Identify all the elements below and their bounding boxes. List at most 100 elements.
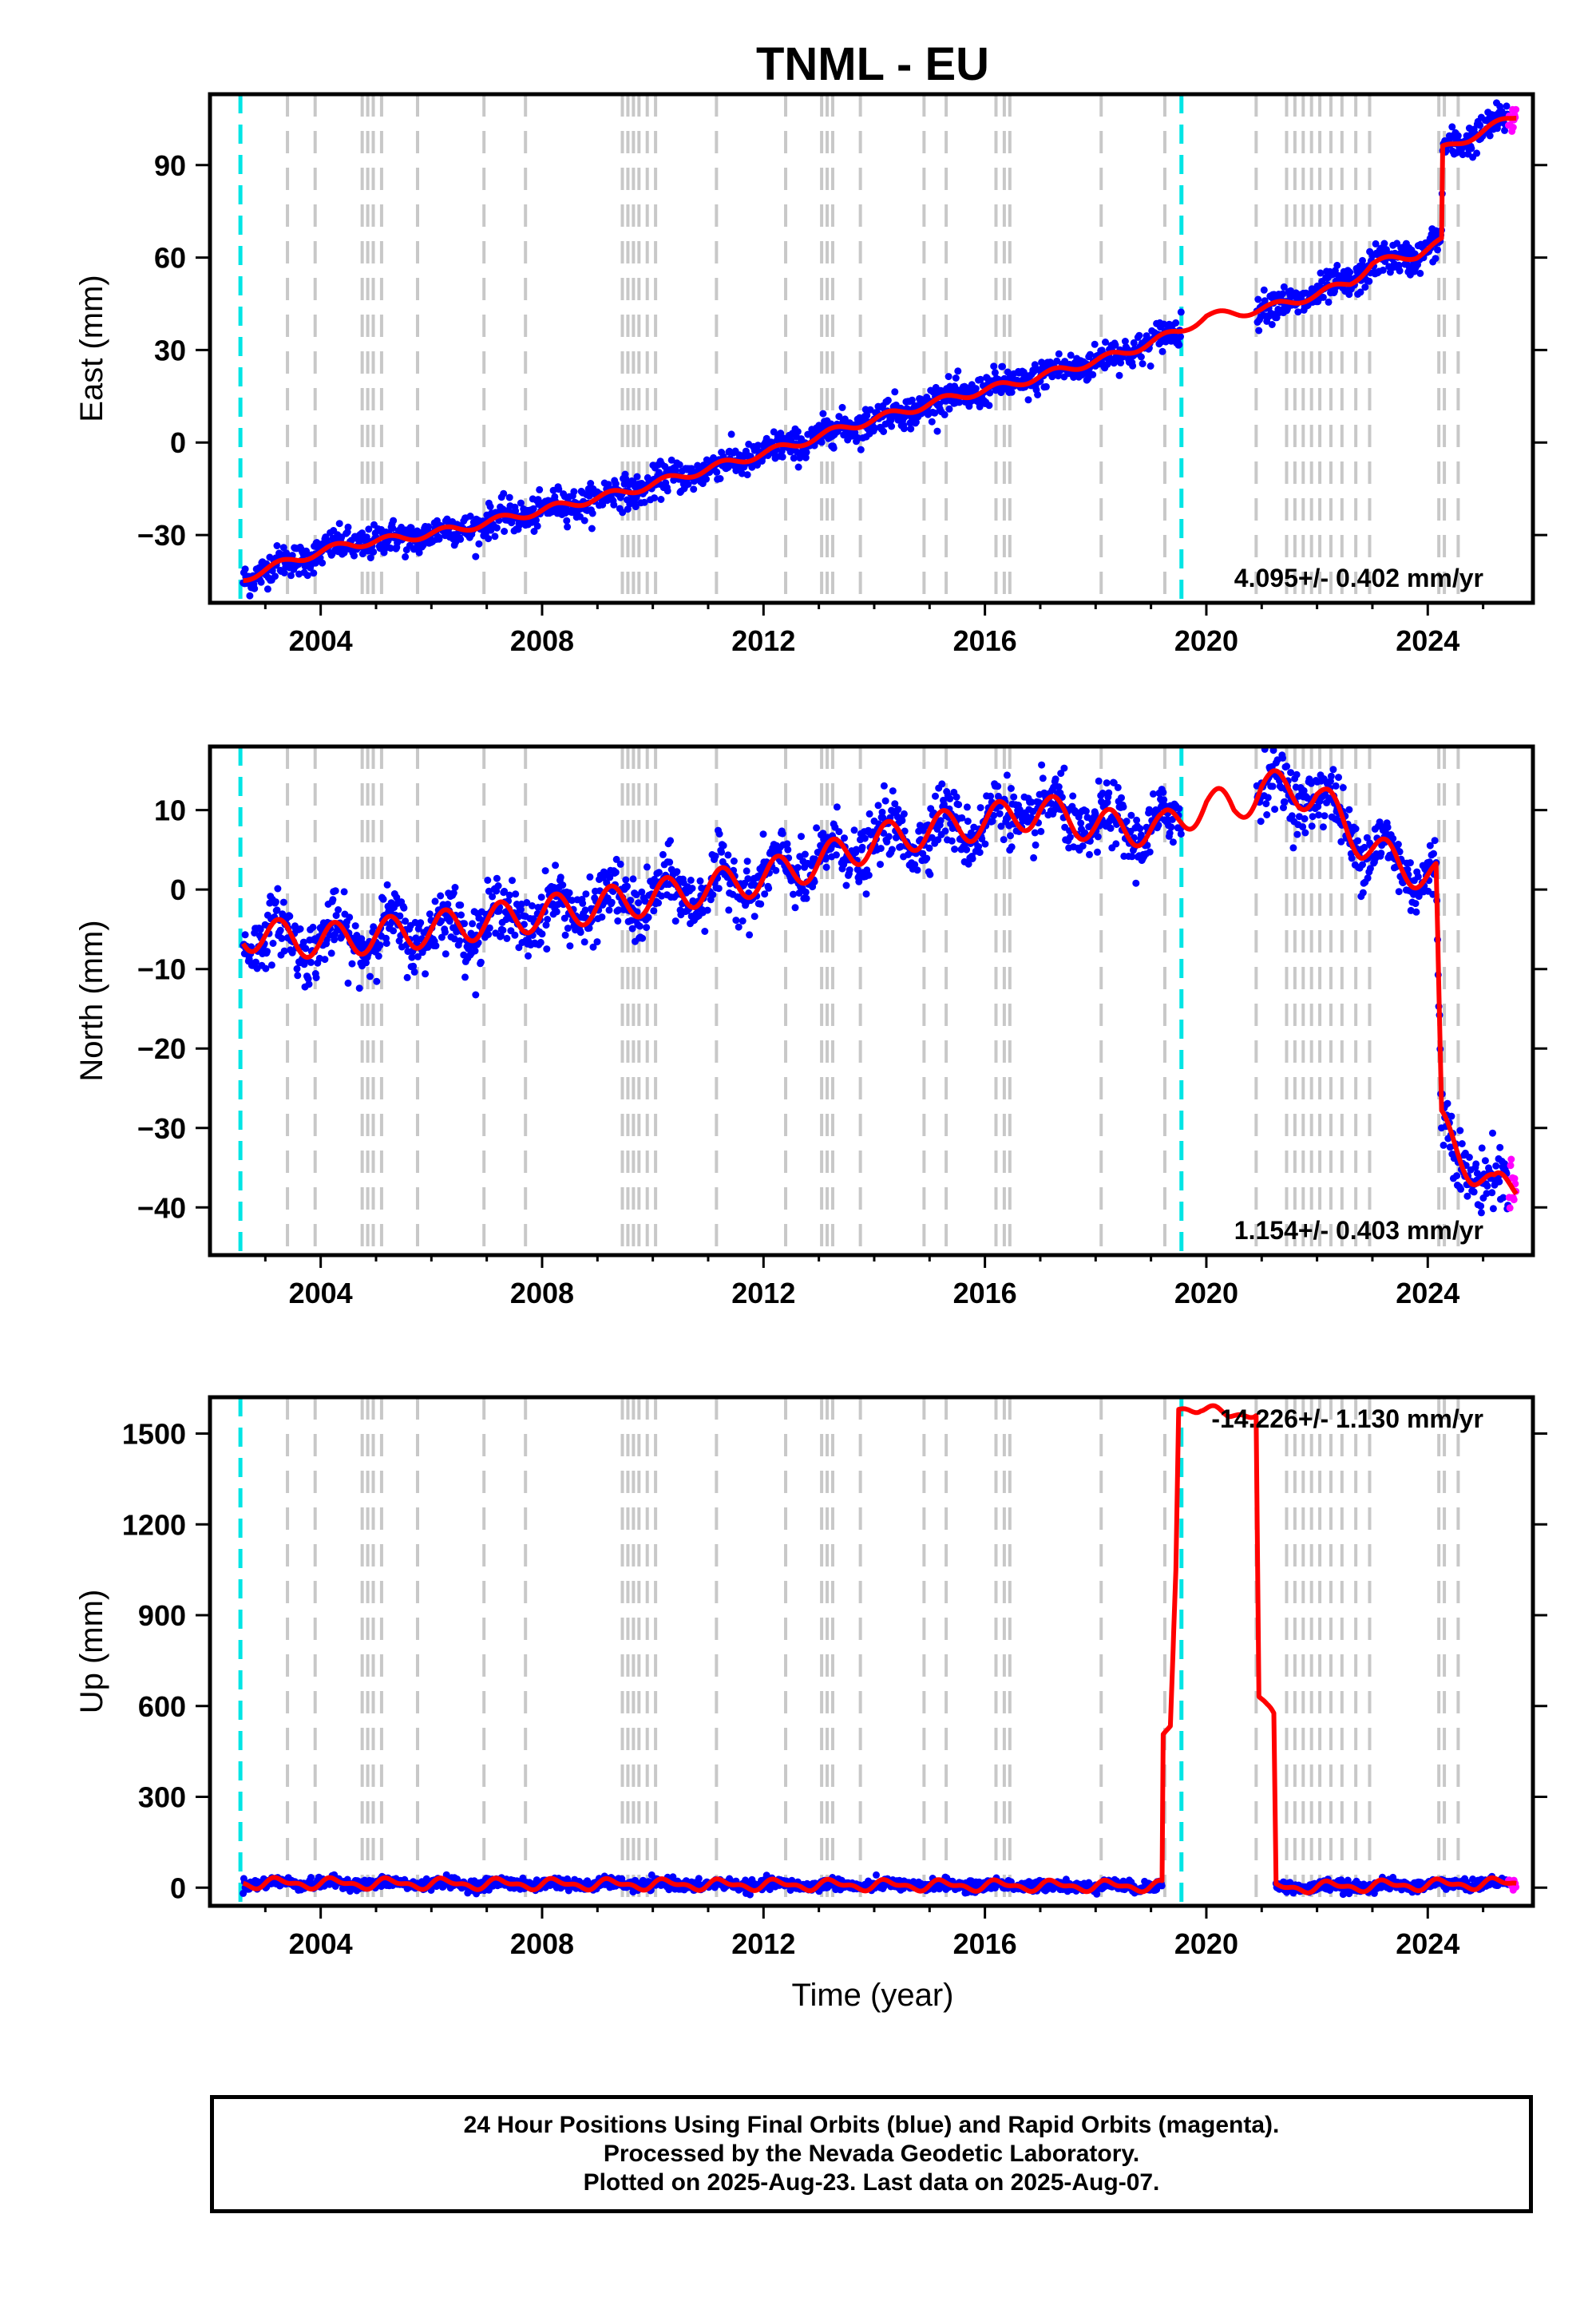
final-orbit-point xyxy=(900,425,908,433)
final-orbit-point xyxy=(1365,277,1373,285)
final-orbit-point xyxy=(863,411,871,419)
final-orbit-point xyxy=(951,846,959,854)
final-orbit-point xyxy=(657,496,665,503)
final-orbit-point xyxy=(1354,837,1362,845)
final-orbit-point xyxy=(307,958,315,966)
final-orbit-point xyxy=(493,524,501,532)
final-orbit-point xyxy=(279,898,287,906)
final-orbit-point xyxy=(916,822,924,830)
final-orbit-point xyxy=(1459,151,1467,159)
final-orbit-point xyxy=(671,917,679,925)
final-orbit-point xyxy=(1352,825,1360,833)
final-orbit-point xyxy=(529,902,536,909)
final-orbit-point xyxy=(644,473,651,481)
final-orbit-point xyxy=(1489,1129,1496,1137)
final-orbit-point xyxy=(996,810,1004,818)
final-orbit-point xyxy=(614,917,622,925)
final-orbit-point xyxy=(1414,873,1422,881)
final-orbit-point xyxy=(1293,770,1301,778)
final-orbit-point xyxy=(629,875,637,883)
final-orbit-point xyxy=(485,931,493,938)
final-orbit-point xyxy=(1432,255,1440,263)
final-orbit-point xyxy=(610,501,618,509)
final-orbit-point xyxy=(541,867,549,875)
y-axis-label: North (mm) xyxy=(74,920,109,1081)
final-orbit-point xyxy=(493,874,501,882)
final-orbit-point xyxy=(1396,267,1404,275)
final-orbit-point xyxy=(612,869,620,877)
final-orbit-point xyxy=(1024,396,1032,404)
final-orbit-point xyxy=(370,923,378,931)
final-orbit-point xyxy=(794,864,802,872)
final-orbit-point xyxy=(802,453,810,461)
rapid-orbit-point xyxy=(1506,1204,1514,1212)
final-orbit-point xyxy=(791,904,799,912)
final-orbit-point xyxy=(1146,848,1154,856)
final-orbit-point xyxy=(486,503,494,510)
final-orbit-point xyxy=(1317,269,1325,277)
final-orbit-point xyxy=(1166,829,1174,837)
final-orbit-point xyxy=(938,780,946,788)
final-orbit-point xyxy=(366,554,374,562)
final-orbit-point xyxy=(461,920,469,928)
final-orbit-point xyxy=(293,964,301,972)
final-orbit-point xyxy=(889,787,897,795)
final-orbit-point xyxy=(818,438,826,446)
final-orbit-point xyxy=(622,475,630,483)
final-orbit-point xyxy=(1478,1144,1486,1152)
final-orbit-point xyxy=(410,962,418,970)
final-orbit-point xyxy=(1503,102,1511,110)
final-orbit-point xyxy=(1483,1182,1491,1190)
final-orbit-point xyxy=(570,488,578,496)
final-orbit-point xyxy=(568,897,576,905)
final-orbit-point xyxy=(713,468,721,476)
final-orbit-point xyxy=(1454,132,1462,140)
final-orbit-point xyxy=(1481,1157,1489,1165)
final-orbit-point xyxy=(853,846,860,854)
final-orbit-point xyxy=(1037,827,1045,835)
final-orbit-point xyxy=(976,375,984,383)
final-orbit-point xyxy=(964,818,972,826)
final-orbit-point xyxy=(1279,290,1287,298)
x-tick-label: 2012 xyxy=(731,624,795,657)
rapid-orbit-point xyxy=(1512,105,1520,113)
final-orbit-point xyxy=(585,924,593,932)
final-orbit-point xyxy=(855,877,863,885)
x-tick-label: 2020 xyxy=(1174,624,1238,657)
x-tick-label: 2020 xyxy=(1174,1277,1238,1309)
final-orbit-point xyxy=(544,916,552,923)
final-orbit-point xyxy=(650,907,658,915)
final-orbit-point xyxy=(1279,754,1287,762)
final-orbit-point xyxy=(457,911,465,919)
final-orbit-point xyxy=(907,425,915,433)
rapid-orbit-point xyxy=(1509,124,1517,131)
final-orbit-point xyxy=(400,904,408,912)
final-orbit-point xyxy=(911,861,919,869)
final-orbit-point xyxy=(383,881,391,889)
final-orbit-point xyxy=(1031,829,1039,837)
final-orbit-point xyxy=(941,827,949,835)
final-orbit-point xyxy=(1406,859,1414,867)
final-orbit-point xyxy=(1114,783,1122,791)
final-orbit-point xyxy=(1008,843,1016,851)
final-orbit-point xyxy=(525,952,532,960)
final-orbit-point xyxy=(612,855,620,863)
final-orbit-point xyxy=(976,849,984,857)
final-orbit-point xyxy=(1447,1112,1455,1120)
final-orbit-point xyxy=(1496,1143,1504,1151)
final-orbit-point xyxy=(658,892,666,900)
final-orbit-point xyxy=(1007,785,1015,792)
final-orbit-point xyxy=(1177,308,1185,316)
velocity-rate-label: 1.154+/- 0.403 mm/yr xyxy=(1234,1216,1483,1245)
y-tick-label: −30 xyxy=(137,1112,186,1145)
final-orbit-point xyxy=(358,529,366,537)
final-orbit-point xyxy=(1359,256,1366,264)
final-orbit-point xyxy=(390,517,398,525)
final-orbit-point xyxy=(873,1871,880,1879)
final-orbit-point xyxy=(877,845,885,853)
final-orbit-point xyxy=(1051,775,1059,783)
final-orbit-point xyxy=(565,889,573,897)
final-orbit-point xyxy=(901,827,909,835)
final-orbit-point xyxy=(517,499,525,507)
